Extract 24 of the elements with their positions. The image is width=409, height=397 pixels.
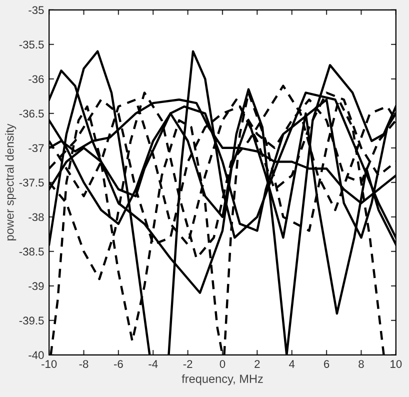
x-tick-label: 8 bbox=[358, 360, 364, 368]
y-tick-label: -36 bbox=[28, 75, 44, 84]
x-tick-label: 2 bbox=[254, 360, 260, 368]
x-tick-label: 10 bbox=[390, 360, 402, 368]
x-tick-label: -8 bbox=[79, 360, 88, 368]
y-tick-label: -35.5 bbox=[19, 40, 44, 49]
y-tick-label: -38.5 bbox=[19, 248, 44, 256]
y-tick-label: -37.5 bbox=[19, 178, 44, 187]
x-tick-label: -4 bbox=[148, 360, 158, 368]
y-tick-label: -39.5 bbox=[19, 316, 44, 325]
x-tick-label: 4 bbox=[289, 360, 295, 368]
x-tick-label: 6 bbox=[324, 360, 330, 368]
x-tick-label: -10 bbox=[42, 360, 57, 368]
x-tick-label: 0 bbox=[220, 360, 226, 368]
x-tick-label: -6 bbox=[114, 360, 123, 368]
y-axis-title: power spectral density bbox=[5, 124, 16, 240]
y-tick-label: -40 bbox=[28, 351, 44, 360]
y-tick-label: -36.5 bbox=[19, 110, 44, 118]
y-tick-label: -39 bbox=[28, 282, 44, 290]
x-axis-title: frequency, MHz bbox=[182, 374, 263, 386]
y-tick-label: -38 bbox=[28, 213, 44, 222]
x-tick-label: -2 bbox=[183, 360, 192, 368]
y-tick-label: -35 bbox=[28, 6, 44, 14]
y-tick-label: -37 bbox=[28, 144, 44, 152]
